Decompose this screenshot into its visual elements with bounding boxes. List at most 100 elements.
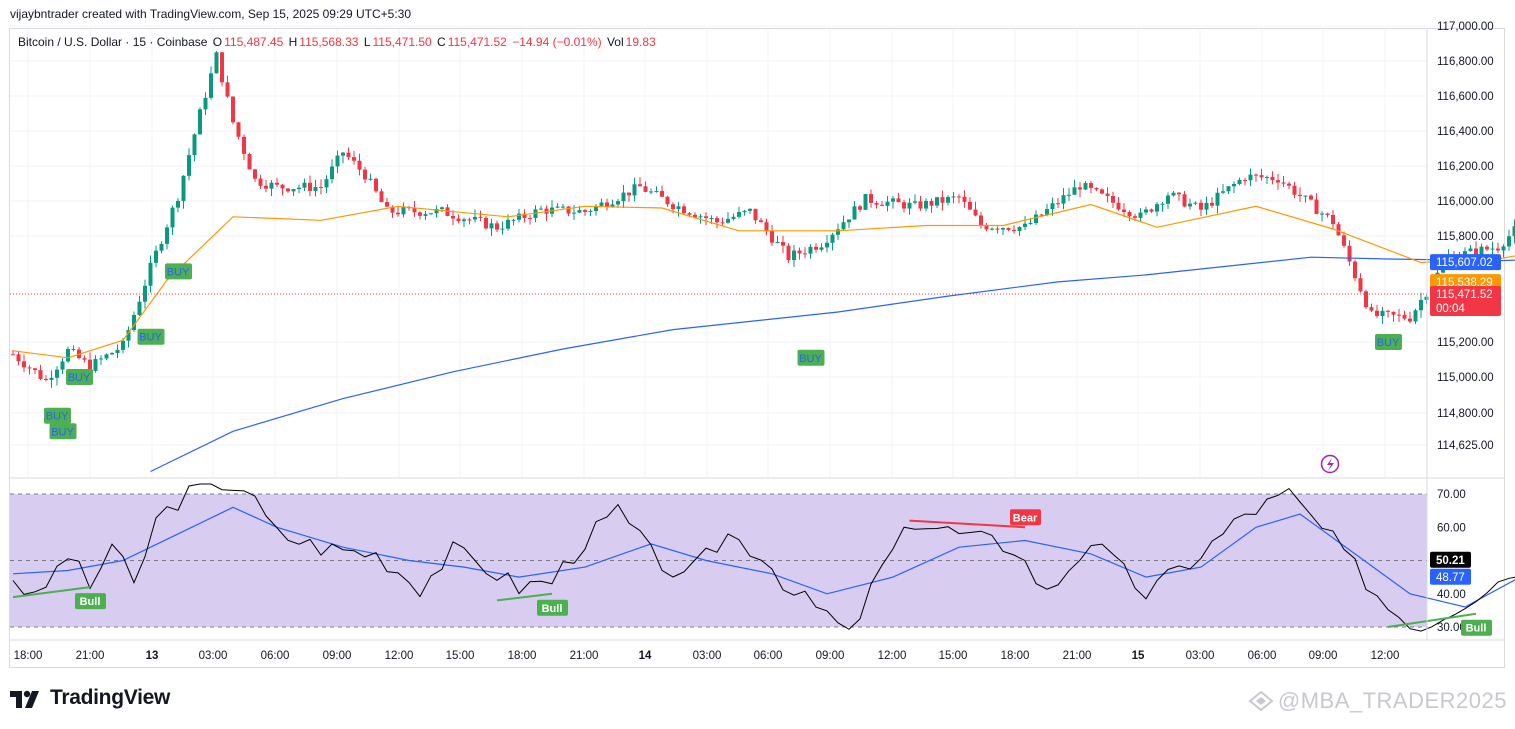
candle-body[interactable]	[803, 253, 807, 255]
candle-body[interactable]	[786, 245, 791, 261]
candle-body[interactable]	[984, 225, 989, 230]
candle-body[interactable]	[896, 198, 901, 203]
candle-body[interactable]	[902, 202, 906, 209]
candle-body[interactable]	[561, 206, 565, 208]
candle-body[interactable]	[1160, 203, 1165, 205]
candle-body[interactable]	[379, 191, 384, 203]
candle-body[interactable]	[830, 234, 835, 243]
candle-body[interactable]	[1353, 261, 1357, 279]
candle-body[interactable]	[335, 155, 340, 167]
candle-body[interactable]	[1177, 192, 1181, 195]
candle-body[interactable]	[1034, 214, 1038, 224]
candle-body[interactable]	[88, 359, 92, 371]
candle-body[interactable]	[869, 194, 873, 203]
candle-body[interactable]	[1490, 248, 1495, 250]
candle-body[interactable]	[775, 241, 780, 243]
candle-body[interactable]	[511, 219, 516, 221]
candle-body[interactable]	[737, 212, 741, 217]
candle-body[interactable]	[1375, 310, 1379, 317]
candle-body[interactable]	[1138, 212, 1143, 218]
candle-body[interactable]	[44, 378, 48, 380]
candle-body[interactable]	[1050, 203, 1055, 210]
candle-body[interactable]	[1149, 209, 1154, 212]
candle-body[interactable]	[836, 229, 840, 235]
buy-signal-badge[interactable]	[165, 263, 192, 280]
candle-body[interactable]	[704, 216, 708, 219]
candle-body[interactable]	[390, 206, 395, 213]
candle-body[interactable]	[33, 368, 37, 371]
candle-body[interactable]	[1270, 176, 1275, 181]
candle-body[interactable]	[385, 202, 389, 207]
candle-body[interactable]	[1182, 194, 1187, 207]
candle-body[interactable]	[478, 216, 483, 218]
candle-body[interactable]	[1254, 174, 1258, 176]
buy-signal-badge[interactable]	[49, 423, 77, 440]
candle-body[interactable]	[748, 208, 752, 211]
candle-body[interactable]	[126, 330, 131, 341]
candle-body[interactable]	[308, 182, 312, 191]
buy-signal-badge[interactable]	[44, 407, 71, 424]
candle-body[interactable]	[1155, 204, 1159, 212]
candle-body[interactable]	[165, 227, 169, 244]
candle-body[interactable]	[610, 204, 615, 207]
candle-body[interactable]	[588, 211, 593, 213]
candle-body[interactable]	[71, 348, 76, 350]
candle-body[interactable]	[918, 201, 923, 209]
candle-body[interactable]	[1122, 209, 1126, 213]
candle-body[interactable]	[1303, 195, 1308, 197]
candle-body[interactable]	[583, 210, 587, 212]
candle-body[interactable]	[781, 241, 785, 246]
candle-body[interactable]	[225, 82, 230, 97]
candle-body[interactable]	[154, 250, 158, 263]
candle-body[interactable]	[1292, 185, 1297, 195]
candle-body[interactable]	[341, 152, 345, 156]
candle-body[interactable]	[891, 198, 895, 202]
candle-body[interactable]	[1391, 311, 1396, 315]
candle-body[interactable]	[957, 196, 961, 198]
tradingview-brand[interactable]: TradingView	[10, 686, 170, 710]
candle-body[interactable]	[495, 223, 499, 230]
candle-body[interactable]	[962, 196, 967, 202]
candle-body[interactable]	[1468, 248, 1473, 252]
candle-body[interactable]	[484, 217, 488, 229]
candle-body[interactable]	[594, 205, 598, 212]
candle-body[interactable]	[247, 153, 252, 170]
candle-body[interactable]	[682, 206, 686, 214]
candle-body[interactable]	[319, 187, 323, 189]
candle-body[interactable]	[1133, 216, 1137, 218]
candle-body[interactable]	[1507, 236, 1511, 247]
candle-body[interactable]	[1199, 202, 1203, 210]
candle-body[interactable]	[1243, 179, 1247, 181]
candle-body[interactable]	[616, 201, 620, 205]
candle-body[interactable]	[605, 202, 609, 207]
candle-body[interactable]	[742, 210, 747, 213]
candle-body[interactable]	[1017, 226, 1022, 232]
candle-body[interactable]	[1204, 202, 1209, 210]
candle-body[interactable]	[764, 222, 769, 232]
candle-body[interactable]	[1089, 183, 1093, 188]
candle-body[interactable]	[858, 206, 862, 210]
candle-body[interactable]	[27, 367, 32, 369]
buy-signal-badge[interactable]	[1375, 334, 1402, 350]
candle-body[interactable]	[456, 218, 461, 222]
candle-body[interactable]	[1485, 246, 1489, 250]
candle-body[interactable]	[1067, 194, 1071, 196]
candle-body[interactable]	[368, 178, 373, 180]
candle-body[interactable]	[990, 228, 994, 230]
candle-body[interactable]	[566, 206, 571, 214]
candle-body[interactable]	[1111, 195, 1115, 203]
candle-body[interactable]	[104, 354, 109, 359]
candle-body[interactable]	[1309, 195, 1313, 200]
candle-body[interactable]	[1281, 182, 1286, 184]
candle-body[interactable]	[302, 182, 307, 188]
candle-body[interactable]	[297, 187, 301, 190]
candle-body[interactable]	[352, 157, 356, 161]
candle-body[interactable]	[220, 52, 224, 83]
candle-body[interactable]	[693, 214, 697, 218]
candle-body[interactable]	[264, 185, 268, 189]
candle-body[interactable]	[1221, 191, 1225, 193]
candle-body[interactable]	[880, 204, 884, 206]
candle-body[interactable]	[968, 201, 972, 210]
candle-body[interactable]	[374, 178, 378, 192]
candle-body[interactable]	[60, 361, 65, 370]
